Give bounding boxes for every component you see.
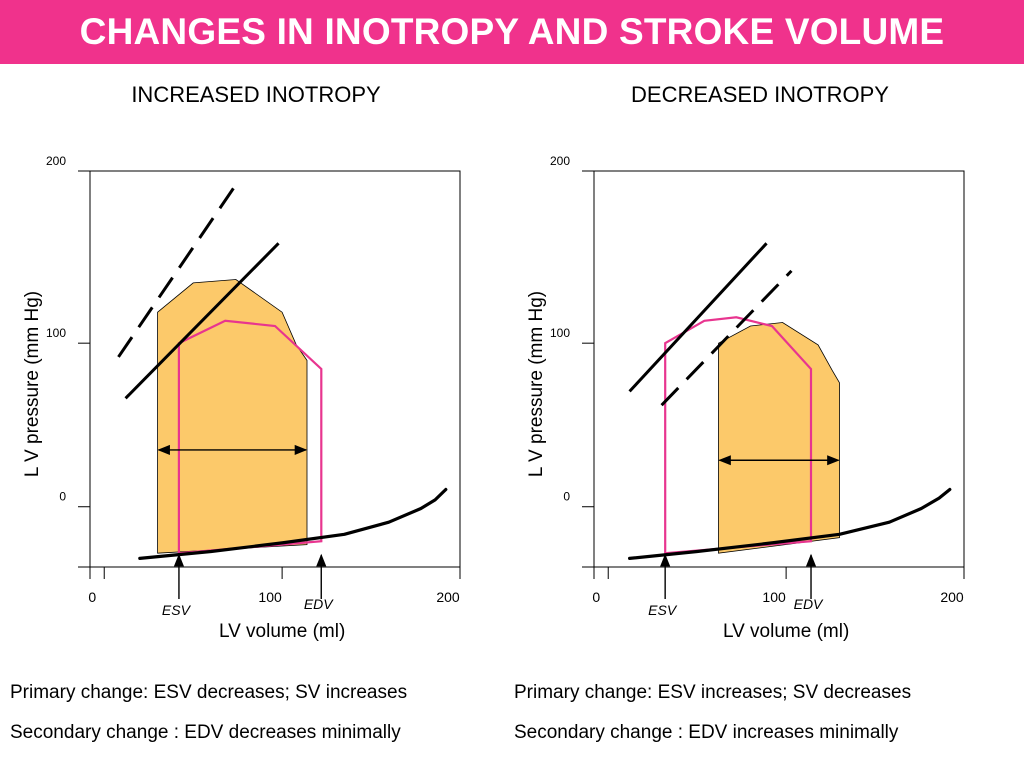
panel-decreased-inotropy: DECREASED INOTROPY 200 100 0 0 100 200 LV volu…	[504, 64, 1016, 768]
edv-label: EDV	[794, 596, 824, 612]
edv-label: EDV	[304, 596, 334, 612]
x-tick-label: 200	[436, 589, 460, 605]
y-tick-label: 0	[59, 490, 66, 504]
filled-pv-loop	[718, 322, 840, 554]
plot-frame	[593, 170, 965, 568]
y-tick-label: 0	[563, 490, 570, 504]
esv-label: ESV	[162, 602, 192, 618]
pv-loop-diagram: 200 100 0 0 100 200 LV volume (ml) L V pressure…	[22, 154, 461, 642]
y-tick-label: 200	[46, 154, 66, 168]
y-axis-label: L V pressure (mm Hg)	[22, 291, 43, 477]
edpvr-curve	[138, 487, 448, 560]
x-tick-label: 100	[258, 589, 282, 605]
x-tick-label: 0	[592, 589, 600, 605]
secondary-change-caption: Secondary change : EDV increases minimal…	[514, 722, 899, 743]
secondary-change-caption: Secondary change : EDV decreases minimal…	[10, 722, 401, 743]
filled-pv-loop	[157, 279, 308, 554]
x-axis-label: LV volume (ml)	[723, 621, 849, 642]
y-axis-label: L V pressure (mm Hg)	[526, 291, 547, 477]
panel-increased-inotropy: INCREASED INOTROPY 200 100 0 0 100 200 LV volu…	[0, 64, 512, 768]
primary-change-caption: Primary change: ESV increases; SV decrea…	[514, 682, 912, 703]
primary-change-caption: Primary change: ESV decreases; SV increa…	[10, 682, 408, 703]
edpvr-curve	[627, 487, 952, 560]
panel-title: DECREASED INOTROPY	[631, 82, 889, 107]
page-title: CHANGES IN INOTROPY AND STROKE VOLUME	[79, 11, 945, 52]
espvr-solid-line	[124, 242, 280, 400]
y-tick-label: 100	[46, 326, 66, 340]
y-tick-label: 200	[550, 154, 570, 168]
esv-label: ESV	[648, 602, 678, 618]
plot-frame	[89, 170, 461, 568]
espvr-dashed-line	[660, 269, 793, 407]
x-tick-label: 0	[88, 589, 96, 605]
panel-title: INCREASED INOTROPY	[131, 82, 381, 107]
y-tick-label: 100	[550, 326, 570, 340]
x-tick-label: 200	[940, 589, 964, 605]
x-tick-label: 100	[762, 589, 786, 605]
pv-loop-diagram: 200 100 0 0 100 200 LV volume (ml) L V pressure…	[526, 154, 965, 642]
outlined-pv-loop	[664, 316, 813, 555]
x-axis-label: LV volume (ml)	[219, 621, 345, 642]
title-bar: CHANGES IN INOTROPY AND STROKE VOLUME	[0, 0, 1024, 64]
espvr-solid-line	[628, 242, 768, 393]
